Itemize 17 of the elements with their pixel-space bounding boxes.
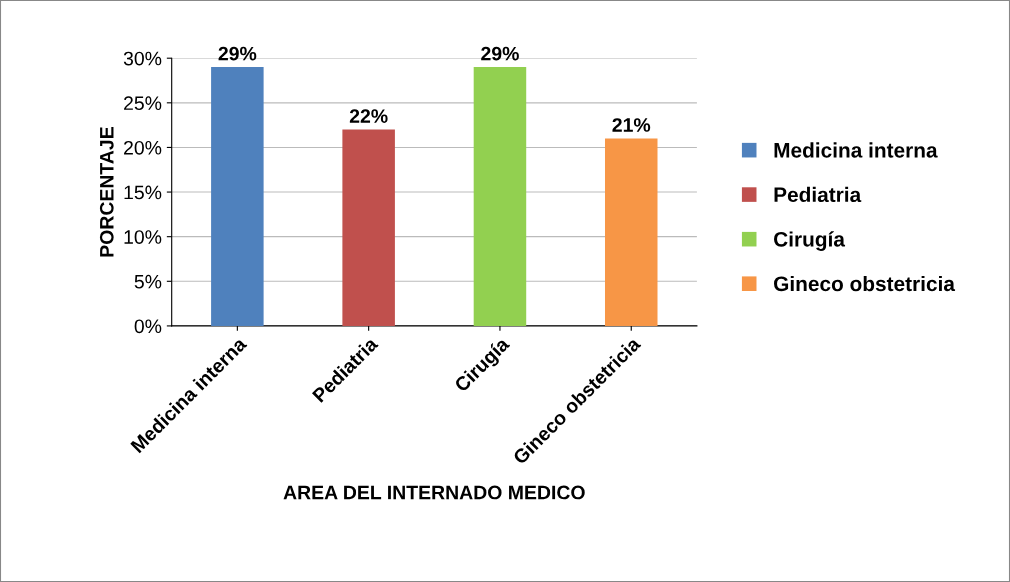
legend-label: Gineco obstetricia — [774, 275, 956, 292]
y-tick-label: 10% — [124, 230, 162, 244]
legend-label: Medicina interna — [774, 142, 938, 158]
legend-label: Cirugía — [774, 231, 846, 251]
data-label: 29% — [481, 46, 519, 61]
y-tick-label: 30% — [123, 51, 162, 66]
x-axis-title: AREA DEL INTERNADO MEDICO — [283, 485, 585, 500]
y-tick-label: 25% — [124, 96, 162, 111]
data-label: 21% — [612, 118, 651, 132]
data-label: 22% — [349, 109, 388, 123]
y-tick-label: 20% — [124, 140, 162, 155]
y-tick-label: 0% — [134, 319, 162, 334]
data-label: 29% — [218, 46, 257, 61]
y-axis-title: PORCENTAJE — [99, 127, 114, 257]
y-tick-label: 5% — [134, 274, 162, 289]
legend-label: Pediatria — [774, 186, 862, 203]
y-tick-label: 15% — [124, 185, 162, 200]
